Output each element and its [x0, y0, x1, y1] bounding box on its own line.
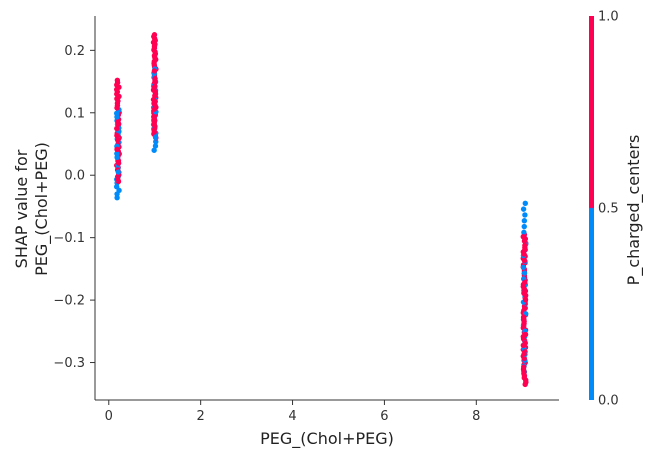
scatter-point — [152, 123, 158, 130]
colorbar-tick-label: 1.0 — [598, 10, 619, 25]
scatter-point — [152, 134, 159, 141]
scatter-point — [152, 143, 159, 149]
scatter-point — [521, 364, 527, 370]
scatter-point — [115, 169, 121, 175]
scatter-point — [521, 370, 527, 377]
scatter-point — [522, 331, 529, 338]
scatter-points — [113, 32, 529, 388]
x-tick-label: 4 — [288, 409, 296, 424]
y-tick-label: −0.1 — [53, 231, 85, 246]
scatter-point — [114, 146, 120, 152]
scatter-point — [521, 238, 528, 244]
colorbar-ticks: 0.0 0.5 1.0 — [598, 10, 619, 409]
scatter-point — [115, 137, 121, 143]
scatter-point — [521, 320, 527, 327]
scatter-point — [521, 351, 527, 357]
scatter-point — [114, 132, 120, 139]
scatter-point — [520, 264, 527, 270]
scatter-point — [114, 154, 120, 161]
scatter-point — [520, 283, 526, 290]
colorbar — [589, 16, 594, 400]
scatter-point — [115, 176, 121, 182]
x-axis-title: PEG_(Chol+PEG) — [260, 429, 394, 449]
scatter-point — [152, 77, 158, 84]
x-axis-ticks: 0 2 4 6 8 — [105, 400, 480, 424]
scatter-point — [151, 68, 158, 74]
y-axis-title-line-2: PEG_(Chol+PEG) — [32, 142, 52, 276]
scatter-point — [151, 33, 157, 40]
scatter-point — [522, 340, 528, 346]
scatter-point — [113, 110, 120, 117]
x-tick-label: 0 — [105, 409, 113, 424]
scatter-point — [114, 191, 120, 197]
scatter-point — [113, 86, 120, 93]
scatter-point — [152, 83, 158, 89]
scatter-point — [115, 160, 122, 166]
y-tick-label: 0.2 — [64, 44, 85, 59]
colorbar-tick-label: 0.0 — [598, 394, 619, 409]
y-axis-ticks: −0.3 −0.2 −0.1 0.0 0.1 0.2 — [53, 44, 95, 371]
scatter-point — [521, 223, 527, 230]
scatter-point — [521, 229, 527, 236]
scatter-point — [520, 314, 527, 320]
scatter-point — [115, 98, 121, 104]
scatter-point — [116, 121, 122, 127]
scatter-point — [521, 218, 528, 224]
scatter-point — [521, 251, 527, 257]
scatter-point — [153, 138, 159, 145]
y-axis-title-line-1: SHAP value for — [12, 149, 31, 268]
scatter-point — [114, 125, 120, 132]
scatter-point — [152, 102, 158, 109]
x-tick-label: 8 — [472, 409, 480, 424]
x-tick-label: 2 — [197, 409, 205, 424]
y-tick-label: −0.3 — [53, 356, 85, 371]
y-tick-label: 0.0 — [64, 169, 85, 184]
scatter-point — [152, 51, 159, 57]
scatter-point — [522, 288, 529, 294]
y-axis-title: SHAP value for PEG_(Chol+PEG) — [12, 142, 52, 276]
scatter-point — [522, 305, 528, 312]
scatter-point — [114, 91, 120, 97]
scatter-point — [152, 117, 158, 124]
scatter-point — [522, 212, 528, 218]
scatter-point — [521, 270, 528, 276]
scatter-point — [522, 200, 528, 207]
scatter-point — [522, 244, 528, 251]
scatter-point — [520, 206, 527, 212]
colorbar-tick-label: 0.5 — [598, 202, 619, 217]
scatter-point — [153, 56, 159, 63]
scatter-point — [522, 296, 529, 303]
scatter-point — [520, 234, 526, 240]
scatter-point — [521, 257, 528, 264]
x-tick-label: 6 — [380, 409, 388, 424]
scatter-point — [114, 102, 121, 109]
scatter-point — [151, 147, 157, 153]
colorbar-label: P_charged_centers — [624, 135, 644, 286]
scatter-point — [522, 279, 528, 286]
scatter-point — [151, 129, 157, 135]
scatter-point — [523, 379, 529, 385]
y-tick-label: 0.1 — [64, 106, 85, 121]
scatter-point — [152, 93, 158, 99]
y-tick-label: −0.2 — [53, 294, 85, 309]
